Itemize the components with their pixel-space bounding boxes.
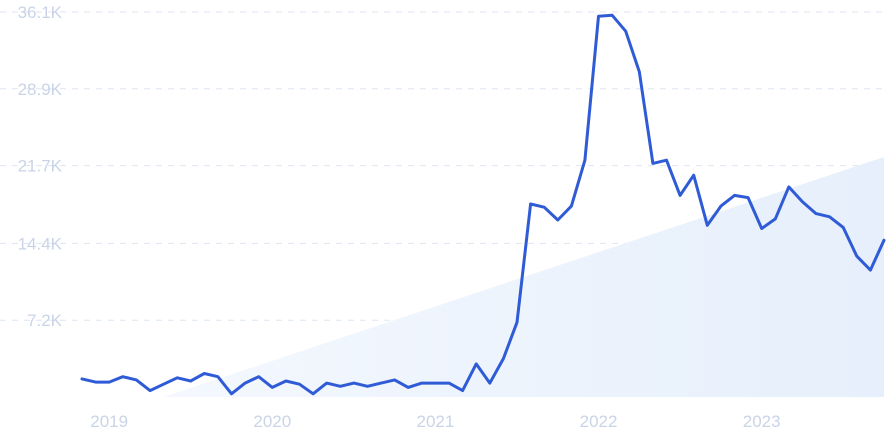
x-tick-label: 2019 — [90, 412, 128, 431]
x-axis-ticks: 2019 2020 2021 2022 2023 — [90, 412, 780, 431]
series-line — [80, 13, 886, 396]
trend-fill — [163, 157, 884, 397]
series-lines — [80, 13, 886, 396]
y-tick-label: 28.9K — [18, 80, 63, 99]
x-tick-label: 2020 — [253, 412, 291, 431]
y-axis-ticks: 36.1K 28.9K 21.7K 14.4K 7.2K — [18, 3, 63, 330]
trend-area — [163, 157, 884, 397]
x-tick-label: 2023 — [743, 412, 781, 431]
x-tick-label: 2022 — [580, 412, 618, 431]
y-tick-label: 21.7K — [18, 157, 63, 176]
y-tick-label: 36.1K — [18, 3, 63, 22]
x-tick-label: 2021 — [417, 412, 455, 431]
y-tick-label: 7.2K — [27, 311, 63, 330]
y-tick-label: 14.4K — [18, 234, 63, 253]
